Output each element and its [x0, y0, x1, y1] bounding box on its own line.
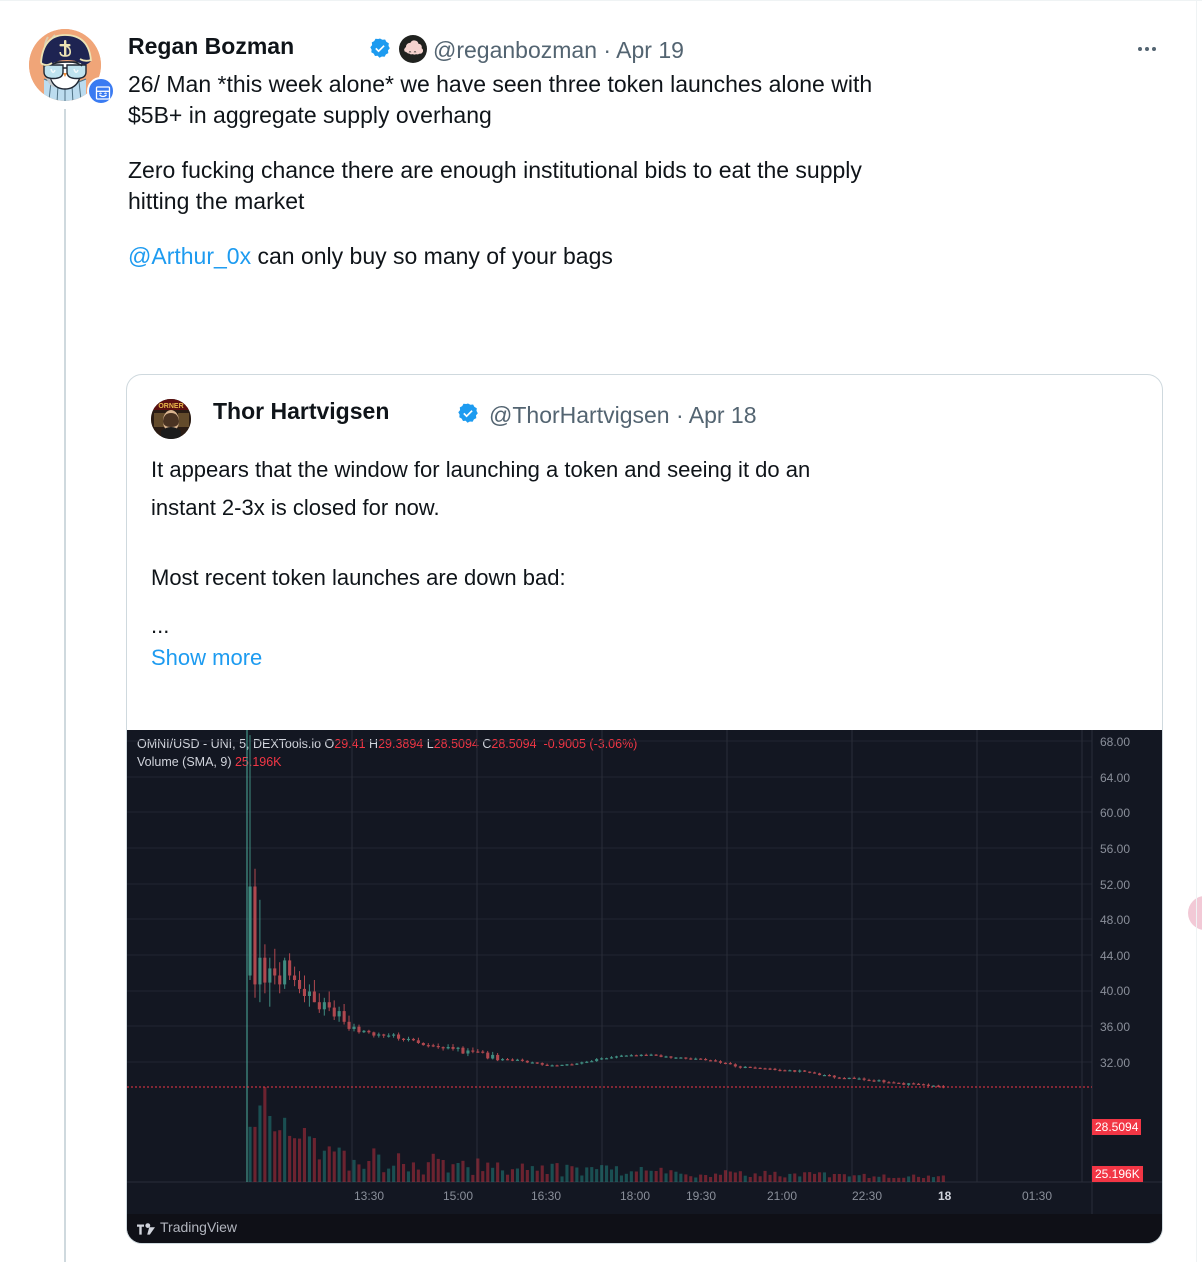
svg-text:ORNER: ORNER — [158, 403, 183, 410]
